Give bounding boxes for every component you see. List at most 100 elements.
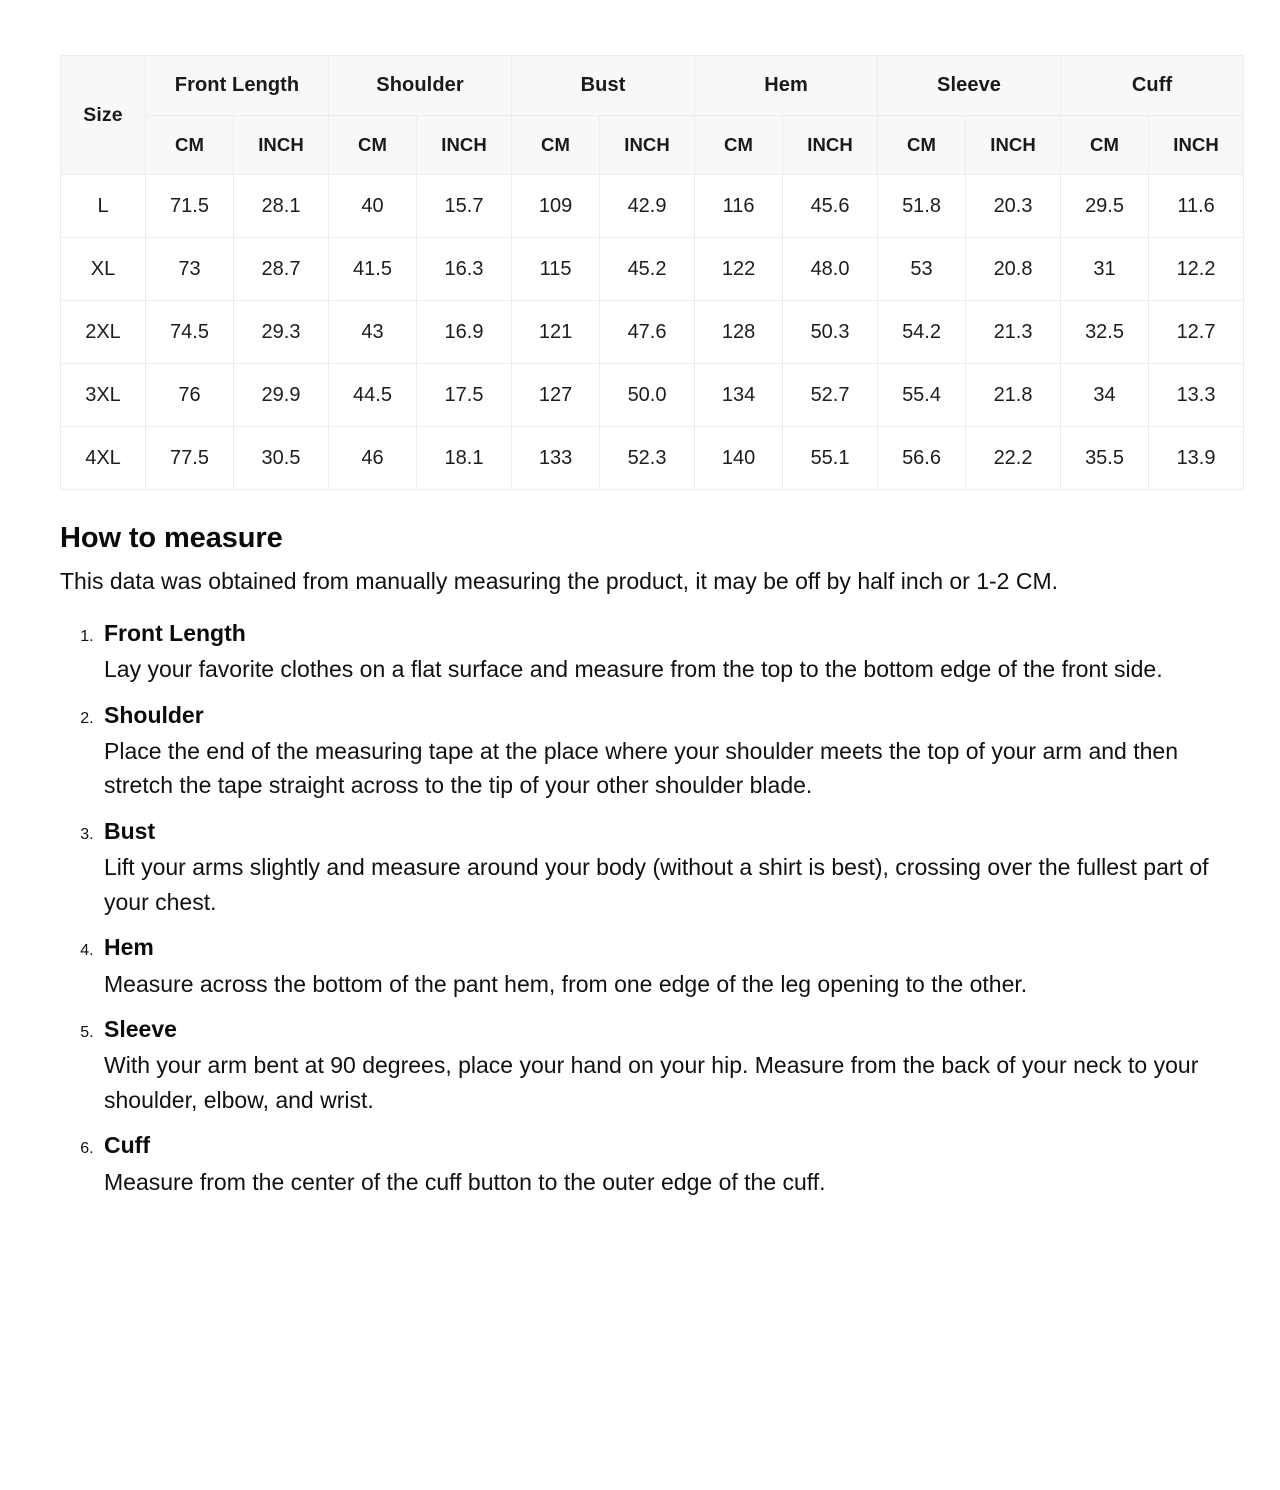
cell-value: 16.9 [416, 300, 513, 364]
unit-header-cm: CM [1060, 115, 1150, 175]
cell-value: 16.3 [416, 237, 513, 301]
cell-value: 116 [694, 174, 784, 238]
cell-value: 21.8 [965, 363, 1062, 427]
column-header-size: Size [60, 55, 146, 175]
cell-size: 4XL [60, 426, 146, 490]
cell-value: 35.5 [1060, 426, 1150, 490]
cell-value: 48.0 [782, 237, 879, 301]
cell-value: 43 [328, 300, 418, 364]
column-group-hem: Hem [694, 55, 879, 116]
table-row: 4XL 77.5 30.5 46 18.1 133 52.3 140 55.1 … [60, 426, 1245, 490]
list-item: Front Length Lay your favorite clothes o… [98, 617, 1220, 687]
step-description: With your arm bent at 90 degrees, place … [104, 1052, 1199, 1113]
cell-value: 53 [877, 237, 967, 301]
cell-value: 28.7 [232, 237, 330, 301]
column-group-front-length: Front Length [144, 55, 330, 116]
step-description: Measure from the center of the cuff butt… [104, 1168, 826, 1195]
cell-size: L [60, 174, 146, 238]
cell-value: 29.5 [1060, 174, 1150, 238]
cell-value: 31 [1060, 237, 1150, 301]
table-row: L 71.5 28.1 40 15.7 109 42.9 116 45.6 51… [60, 174, 1245, 238]
cell-value: 15.7 [416, 174, 513, 238]
cell-value: 74.5 [145, 300, 234, 364]
section-title: How to measure [60, 522, 283, 554]
cell-value: 73 [145, 237, 234, 301]
cell-value: 12.2 [1148, 237, 1245, 301]
cell-value: 17.5 [416, 363, 513, 427]
cell-value: 71.5 [145, 174, 234, 238]
step-description: Measure across the bottom of the pant he… [104, 970, 1028, 997]
step-title: Cuff [104, 1132, 150, 1159]
cell-value: 21.3 [965, 300, 1062, 364]
unit-header-inch: INCH [965, 115, 1062, 175]
cell-value: 20.8 [965, 237, 1062, 301]
cell-value: 127 [511, 363, 601, 427]
cell-value: 12.7 [1148, 300, 1245, 364]
cell-value: 77.5 [145, 426, 234, 490]
cell-size: 3XL [60, 363, 146, 427]
cell-value: 22.2 [965, 426, 1062, 490]
column-group-sleeve: Sleeve [877, 55, 1062, 116]
cell-value: 56.6 [877, 426, 967, 490]
table-group-header-row: Size Front Length Shoulder Bust Hem Slee… [60, 55, 1245, 175]
cell-value: 29.3 [232, 300, 330, 364]
measure-steps-list: Front Length Lay your favorite clothes o… [60, 617, 1220, 1200]
step-title: Shoulder [104, 701, 204, 728]
cell-value: 42.9 [599, 174, 696, 238]
list-item: Bust Lift your arms slightly and measure… [98, 815, 1220, 919]
step-title: Sleeve [104, 1016, 177, 1043]
unit-header-inch: INCH [416, 115, 513, 175]
table-body: L 71.5 28.1 40 15.7 109 42.9 116 45.6 51… [60, 174, 1245, 490]
cell-value: 52.7 [782, 363, 879, 427]
column-group-shoulder: Shoulder [328, 55, 513, 116]
cell-value: 34 [1060, 363, 1150, 427]
size-chart-table: Size Front Length Shoulder Bust Hem Slee… [60, 55, 1245, 490]
cell-value: 121 [511, 300, 601, 364]
cell-value: 28.1 [232, 174, 330, 238]
cell-value: 122 [694, 237, 784, 301]
table-row: XL 73 28.7 41.5 16.3 115 45.2 122 48.0 5… [60, 237, 1245, 301]
unit-header-cm: CM [877, 115, 967, 175]
cell-value: 20.3 [965, 174, 1062, 238]
unit-header-cm: CM [511, 115, 601, 175]
cell-value: 41.5 [328, 237, 418, 301]
table-row: 3XL 76 29.9 44.5 17.5 127 50.0 134 52.7 … [60, 363, 1245, 427]
unit-header-inch: INCH [1148, 115, 1245, 175]
cell-value: 11.6 [1148, 174, 1245, 238]
unit-header-inch: INCH [782, 115, 879, 175]
table-head: Size Front Length Shoulder Bust Hem Slee… [60, 55, 1245, 175]
step-description: Place the end of the measuring tape at t… [104, 737, 1178, 799]
step-description: Lift your arms slightly and measure arou… [104, 854, 1209, 915]
cell-value: 45.2 [599, 237, 696, 301]
list-item: Sleeve With your arm bent at 90 degrees,… [98, 1013, 1220, 1117]
list-item: Hem Measure across the bottom of the pan… [98, 931, 1220, 1001]
section-intro-text: This data was obtained from manually mea… [60, 568, 1059, 595]
cell-value: 115 [511, 237, 601, 301]
size-chart-container: Size Front Length Shoulder Bust Hem Slee… [0, 0, 1280, 490]
size-guide-page: Size Front Length Shoulder Bust Hem Slee… [0, 0, 1280, 1199]
column-group-bust: Bust [511, 55, 696, 116]
cell-value: 134 [694, 363, 784, 427]
cell-value: 13.3 [1148, 363, 1245, 427]
cell-value: 50.3 [782, 300, 879, 364]
cell-value: 29.9 [232, 363, 330, 427]
step-title: Front Length [104, 619, 246, 646]
table-row: 2XL 74.5 29.3 43 16.9 121 47.6 128 50.3 … [60, 300, 1245, 364]
step-description: Lay your favorite clothes on a flat surf… [104, 656, 1163, 683]
cell-value: 50.0 [599, 363, 696, 427]
cell-value: 54.2 [877, 300, 967, 364]
cell-value: 40 [328, 174, 418, 238]
column-group-cuff: Cuff [1060, 55, 1245, 116]
cell-value: 55.1 [782, 426, 879, 490]
table-unit-header-row: CM INCH CM INCH CM INCH CM INCH CM INCH … [61, 115, 1245, 175]
cell-value: 140 [694, 426, 784, 490]
cell-size: 2XL [60, 300, 146, 364]
cell-value: 55.4 [877, 363, 967, 427]
cell-value: 109 [511, 174, 601, 238]
cell-value: 51.8 [877, 174, 967, 238]
how-to-measure-section: How to measure This data was obtained fr… [0, 490, 1280, 1199]
unit-header-inch: INCH [232, 115, 330, 175]
step-title: Hem [104, 934, 154, 961]
unit-header-cm: CM [145, 115, 234, 175]
cell-value: 128 [694, 300, 784, 364]
